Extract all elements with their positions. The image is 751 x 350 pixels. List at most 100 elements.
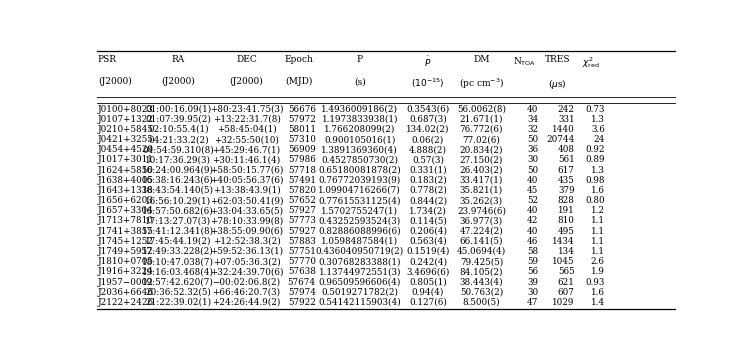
Text: ($\mu$s): ($\mu$s) (548, 77, 567, 91)
Text: 57751: 57751 (288, 247, 316, 256)
Text: 24: 24 (593, 135, 605, 144)
Text: 56676: 56676 (288, 105, 316, 113)
Text: 57770: 57770 (288, 257, 316, 266)
Text: +80:23:41.75(3): +80:23:41.75(3) (210, 105, 283, 113)
Text: 16:38:16.243(6): 16:38:16.243(6) (143, 176, 214, 185)
Text: 3.6: 3.6 (591, 125, 605, 134)
Text: +38:55:09.90(6): +38:55:09.90(6) (210, 227, 283, 236)
Text: +30:11:46.1(4): +30:11:46.1(4) (213, 155, 281, 164)
Text: 0.94(4): 0.94(4) (412, 288, 444, 297)
Text: 58011: 58011 (288, 125, 316, 134)
Text: 57972: 57972 (288, 115, 316, 124)
Text: 57927: 57927 (288, 206, 316, 215)
Text: 17:41:12.341(8): 17:41:12.341(8) (142, 227, 214, 236)
Text: 1.6: 1.6 (591, 288, 605, 297)
Text: 01:07:39.95(2): 01:07:39.95(2) (146, 115, 211, 124)
Text: 56.0062(8): 56.0062(8) (457, 105, 506, 113)
Text: 57820: 57820 (288, 186, 316, 195)
Text: 57652: 57652 (288, 196, 316, 205)
Text: 50: 50 (527, 166, 538, 175)
Text: 04:54:59.310(8): 04:54:59.310(8) (143, 145, 214, 154)
Text: 79.425(5): 79.425(5) (460, 257, 503, 266)
Text: 0.206(4): 0.206(4) (409, 227, 447, 236)
Text: 66.141(5): 66.141(5) (460, 237, 503, 246)
Text: 1.0598487584(1): 1.0598487584(1) (321, 237, 398, 246)
Text: J1657+3304: J1657+3304 (98, 206, 154, 215)
Text: 828: 828 (558, 196, 575, 205)
Text: (pc cm$^{-3}$): (pc cm$^{-3}$) (459, 77, 504, 91)
Text: 1.3: 1.3 (591, 115, 605, 124)
Text: 0.98: 0.98 (585, 176, 605, 185)
Text: +45:29:46.7(1): +45:29:46.7(1) (213, 145, 281, 154)
Text: 20:36:52.32(5): 20:36:52.32(5) (146, 288, 211, 297)
Text: 0.563(4): 0.563(4) (409, 237, 447, 246)
Text: 45: 45 (527, 186, 538, 195)
Text: J1713+7810: J1713+7810 (98, 217, 154, 225)
Text: 16:57:50.682(6): 16:57:50.682(6) (143, 206, 214, 215)
Text: 23.9746(6): 23.9746(6) (457, 206, 506, 215)
Text: 50.763(2): 50.763(2) (460, 288, 503, 297)
Text: 46: 46 (527, 237, 538, 246)
Text: 0.900105016(1): 0.900105016(1) (324, 135, 396, 144)
Text: 45.0694(4): 45.0694(4) (457, 247, 506, 256)
Text: 02:10:55.4(1): 02:10:55.4(1) (148, 125, 209, 134)
Text: +13:38:43.9(1): +13:38:43.9(1) (213, 186, 280, 195)
Text: 20744: 20744 (547, 135, 575, 144)
Text: 42: 42 (527, 217, 538, 225)
Text: J0100+8023: J0100+8023 (98, 105, 154, 113)
Text: J1749+5952: J1749+5952 (98, 247, 153, 256)
Text: 33.417(1): 33.417(1) (460, 176, 503, 185)
Text: 1.766208099(2): 1.766208099(2) (324, 125, 396, 134)
Text: 0.30768283388(1): 0.30768283388(1) (318, 257, 401, 266)
Text: (J2000): (J2000) (161, 77, 195, 86)
Text: 36.977(3): 36.977(3) (460, 217, 503, 225)
Text: 1.4936009186(2): 1.4936009186(2) (321, 105, 398, 113)
Text: 331: 331 (558, 115, 575, 124)
Text: 1.6: 1.6 (591, 186, 605, 195)
Text: 495: 495 (558, 227, 575, 236)
Text: 408: 408 (558, 145, 575, 154)
Text: 1440: 1440 (552, 125, 575, 134)
Text: J1643+1338: J1643+1338 (98, 186, 154, 195)
Text: +58:50:15.77(6): +58:50:15.77(6) (210, 166, 283, 175)
Text: 77.02(6): 77.02(6) (463, 135, 500, 144)
Text: 0.43252593524(3): 0.43252593524(3) (318, 217, 401, 225)
Text: 57974: 57974 (288, 288, 316, 297)
Text: 0.3543(6): 0.3543(6) (406, 105, 450, 113)
Text: (J2000): (J2000) (230, 77, 264, 86)
Text: 1.1973833938(1): 1.1973833938(1) (321, 115, 398, 124)
Text: +58:45:04(1): +58:45:04(1) (216, 125, 276, 134)
Text: 3.4696(6): 3.4696(6) (406, 267, 450, 276)
Text: 0.778(2): 0.778(2) (409, 186, 447, 195)
Text: 58: 58 (527, 247, 538, 256)
Text: +32:24:39.70(6): +32:24:39.70(6) (210, 267, 283, 276)
Text: 2.6: 2.6 (591, 257, 605, 266)
Text: (MJD): (MJD) (285, 77, 312, 86)
Text: P: P (357, 56, 363, 64)
Text: J2036+6646: J2036+6646 (98, 288, 154, 297)
Text: $\dot{P}$: $\dot{P}$ (424, 56, 432, 70)
Text: 04:21:33.2(2): 04:21:33.2(2) (148, 135, 209, 144)
Text: +66:46:20.7(3): +66:46:20.7(3) (213, 288, 281, 297)
Text: 57674: 57674 (288, 278, 316, 287)
Text: 617: 617 (558, 166, 575, 175)
Text: +78:10:33.99(8): +78:10:33.99(8) (210, 217, 283, 225)
Text: 1.4: 1.4 (591, 298, 605, 307)
Text: 191: 191 (558, 206, 575, 215)
Text: 4.888(2): 4.888(2) (409, 145, 447, 154)
Text: 0.54142115903(4): 0.54142115903(4) (318, 298, 401, 307)
Text: N$_{\rm TOA}$: N$_{\rm TOA}$ (513, 56, 536, 68)
Text: J0454+4529: J0454+4529 (98, 145, 154, 154)
Text: 0.92: 0.92 (585, 145, 605, 154)
Text: 1.1: 1.1 (591, 217, 605, 225)
Text: Epoch: Epoch (285, 56, 313, 64)
Text: 57491: 57491 (288, 176, 316, 185)
Text: 27.150(2): 27.150(2) (460, 155, 503, 164)
Text: 57773: 57773 (288, 217, 316, 225)
Text: 40: 40 (527, 105, 538, 113)
Text: 56: 56 (527, 267, 538, 276)
Text: 1.734(2): 1.734(2) (409, 206, 447, 215)
Text: 30: 30 (527, 288, 538, 297)
Text: 0.96509596606(4): 0.96509596606(4) (318, 278, 401, 287)
Text: J1638+4005: J1638+4005 (98, 176, 154, 185)
